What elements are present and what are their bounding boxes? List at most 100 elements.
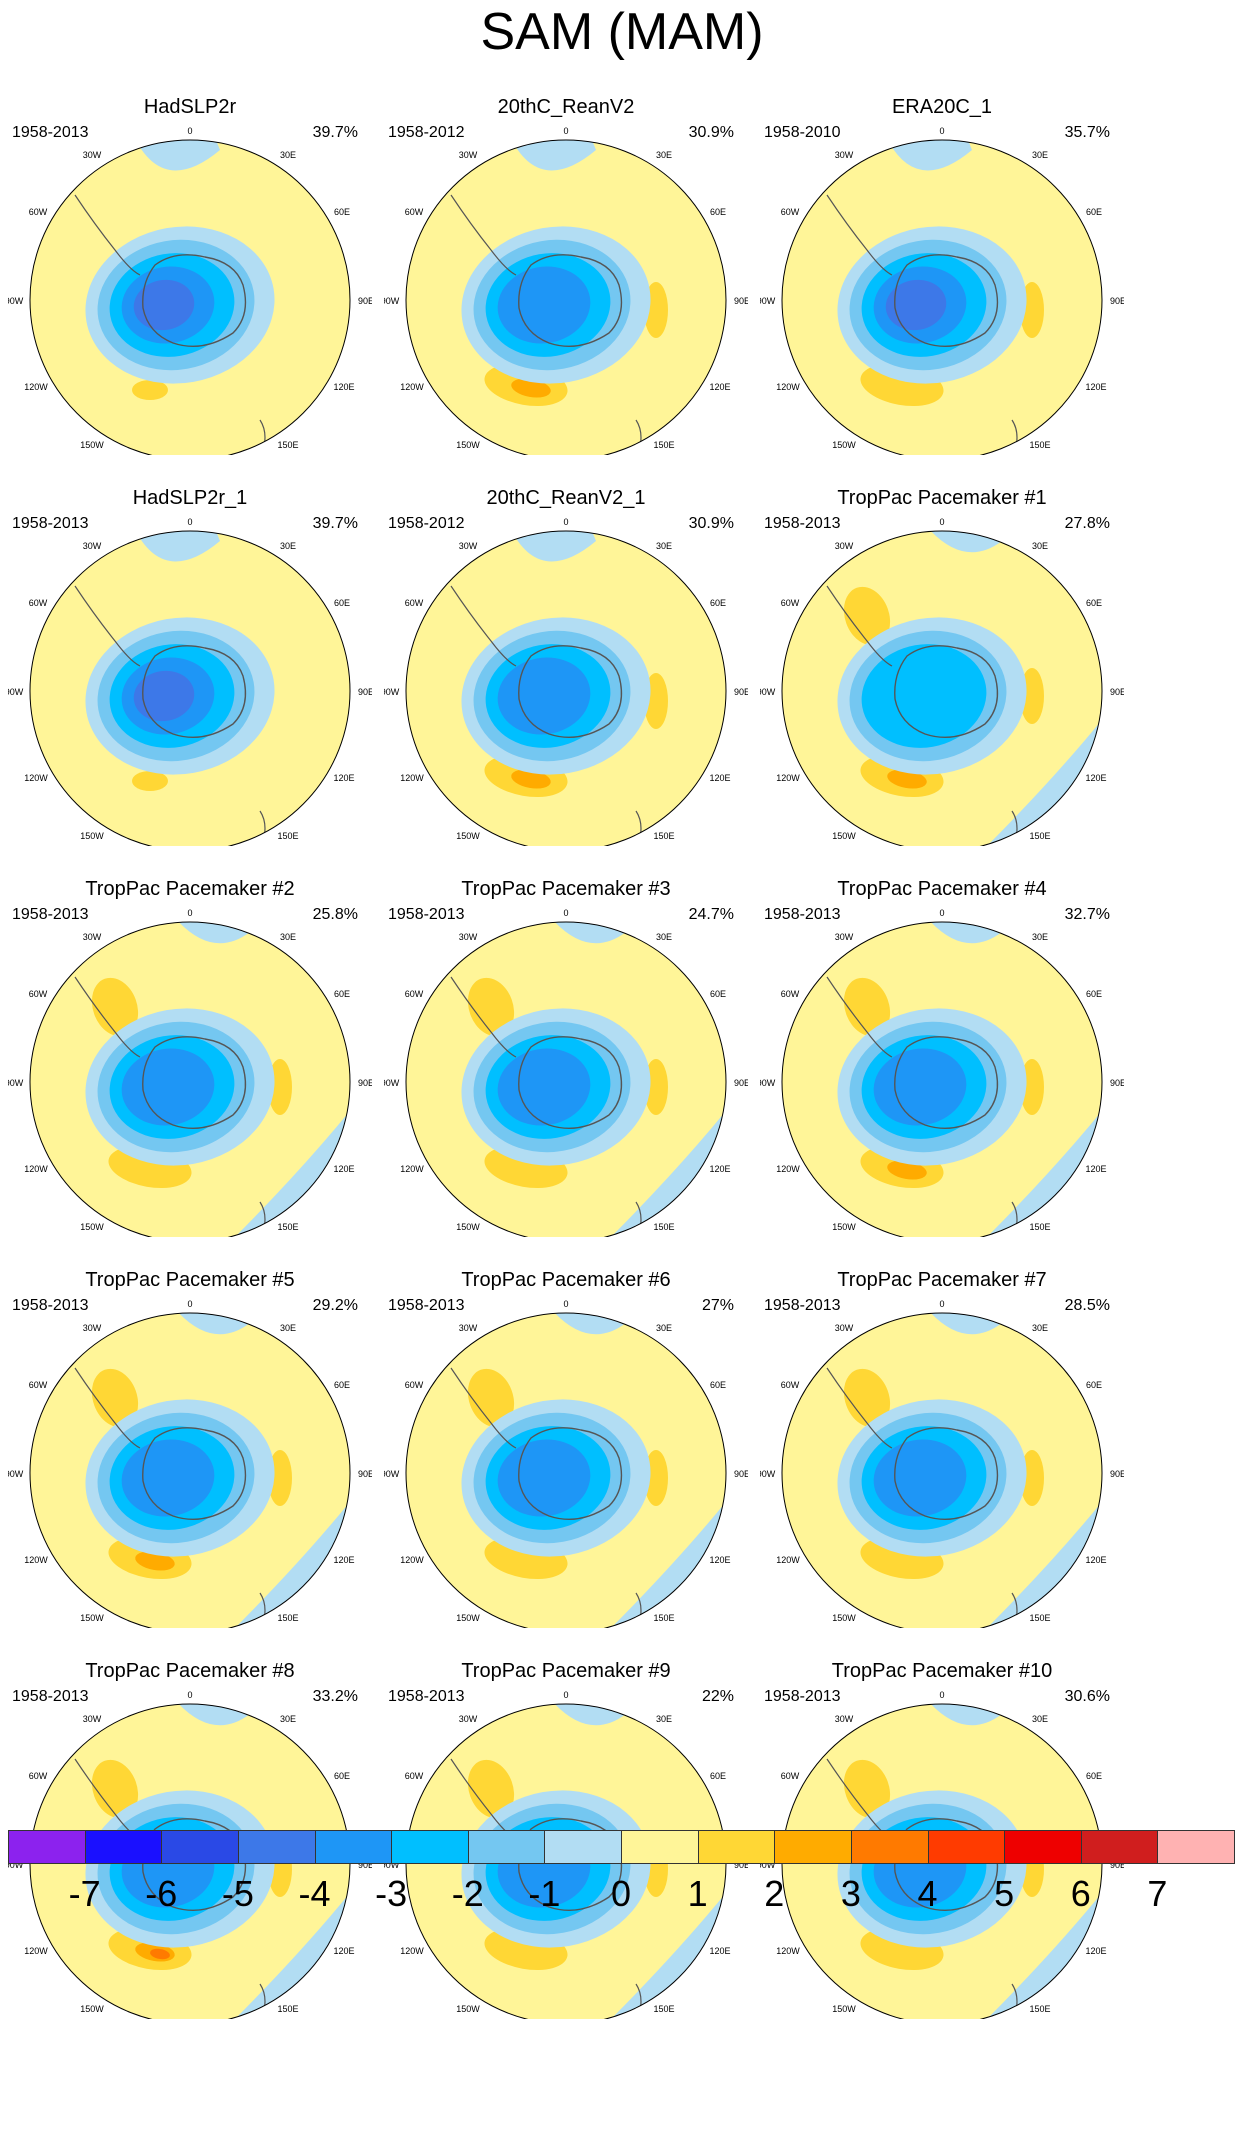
longitude-label: 30E: [656, 1714, 672, 1724]
light-blue-band: [882, 140, 972, 171]
panel-period: 1958-2013: [764, 1297, 841, 1314]
colorbar-cell: [1157, 1830, 1235, 1864]
antarctica-coastline: [894, 1818, 999, 1912]
colorbar-tick-label: -4: [298, 1873, 331, 1914]
longitude-label: 90E: [358, 687, 372, 697]
new-zealand-coastline: [1011, 1592, 1018, 1628]
positive-anomaly: [132, 771, 168, 791]
longitude-label: 150E: [277, 1222, 298, 1232]
colorbar-cell: [8, 1830, 86, 1864]
longitude-label: 90E: [1110, 1860, 1124, 1870]
longitude-label: 120E: [333, 773, 354, 783]
colorbar-cell: [850, 1830, 929, 1864]
longitude-label: 0: [563, 908, 568, 918]
longitude-label: 150W: [456, 1613, 480, 1623]
longitude-label: 150W: [456, 2004, 480, 2014]
map-border: [405, 1312, 727, 1628]
colorbar-cell: [467, 1830, 546, 1864]
longitude-label: 120E: [1085, 382, 1106, 392]
polar-map: 030W30E60W60E90W90E120W120E150W150E180: [760, 517, 1124, 846]
longitude-label: 120W: [400, 1164, 424, 1174]
positive-anomaly: [1020, 668, 1044, 724]
panel-variance: 39.7%: [312, 515, 358, 532]
positive-anomaly: [91, 977, 139, 1037]
longitude-label: 120W: [24, 773, 48, 783]
longitude-label: 90W: [8, 296, 24, 306]
map-border: [29, 530, 351, 846]
longitude-label: 90E: [358, 296, 372, 306]
longitude-label: 120W: [776, 382, 800, 392]
polar-map: 030W30E60W60E90W90E120W120E150W150E180: [8, 1299, 372, 1628]
map-border: [781, 1703, 1103, 2019]
longitude-label: 60E: [710, 989, 726, 999]
map-panel: TropPac Pacemaker #3 1958-2013 24.7% 0 30W 30…: [384, 877, 748, 1237]
positive-anomaly-core: [511, 769, 551, 789]
longitude-label: 90W: [384, 1469, 400, 1479]
new-zealand-coastline: [1011, 419, 1018, 455]
panel-variance: 30.9%: [688, 515, 734, 532]
map-panel: TropPac Pacemaker #2 1958-2013 25.8% 0 30W 30…: [8, 877, 372, 1237]
longitude-label: 30E: [656, 932, 672, 942]
new-zealand-coastline: [259, 419, 266, 455]
colorbar-cell: [927, 1830, 1006, 1864]
longitude-label: 150W: [456, 440, 480, 450]
longitude-label: 90E: [734, 687, 748, 697]
positive-anomaly: [843, 586, 891, 646]
longitude-label: 60W: [781, 1380, 800, 1390]
panel-period: 1958-2013: [764, 1688, 841, 1705]
longitude-label: 0: [939, 1690, 944, 1700]
new-zealand-coastline: [1011, 1201, 1018, 1237]
figure-title: SAM (MAM): [480, 3, 764, 61]
longitude-label: 30W: [459, 541, 478, 551]
longitude-label: 120W: [776, 773, 800, 783]
longitude-label: 60E: [1086, 598, 1102, 608]
panel-period: 1958-2013: [764, 515, 841, 532]
new-zealand-coastline: [635, 1201, 642, 1237]
panel-title: TropPac Pacemaker #7: [837, 1269, 1047, 1291]
south-america-coastline: [826, 1367, 893, 1449]
longitude-label: 120E: [709, 1946, 730, 1956]
longitude-label: 90E: [358, 1860, 372, 1870]
map-border: [405, 530, 727, 846]
map-border: [781, 530, 1103, 846]
colorbar-tick-label: 7: [1147, 1873, 1168, 1914]
longitude-label: 150E: [1029, 2004, 1050, 2014]
longitude-label: 90W: [760, 687, 776, 697]
colorbar-tick-label: -1: [528, 1873, 561, 1914]
map-border: [405, 1703, 727, 2019]
map-panel: ERA20C_1 1958-2010 35.7% 0 30W 30E 60W 60E 90W 90…: [760, 95, 1124, 455]
longitude-label: 90W: [8, 1469, 24, 1479]
panel-variance: 32.7%: [1064, 906, 1110, 923]
longitude-label: 30E: [1032, 1323, 1048, 1333]
longitude-label: 150W: [80, 2004, 104, 2014]
new-zealand-coastline: [635, 1592, 642, 1628]
positive-anomaly: [268, 1450, 292, 1506]
longitude-label: 60E: [334, 1380, 350, 1390]
longitude-label: 90W: [384, 1078, 400, 1088]
antarctica-coastline: [894, 1036, 999, 1130]
longitude-label: 60E: [710, 598, 726, 608]
longitude-label: 0: [939, 908, 944, 918]
panel-period: 1958-2013: [12, 1297, 89, 1314]
longitude-label: 30E: [1032, 150, 1048, 160]
positive-anomaly-core: [135, 1551, 175, 1571]
polar-map: 030W30E60W60E90W90E120W120E150W150E180: [384, 126, 748, 455]
longitude-label: 30W: [83, 932, 102, 942]
panel-variance: 35.7%: [1064, 124, 1110, 141]
panel-variance: 27.8%: [1064, 515, 1110, 532]
new-zealand-coastline: [1011, 1983, 1018, 2019]
longitude-label: 30W: [83, 541, 102, 551]
longitude-label: 60E: [710, 207, 726, 217]
map-border: [781, 1312, 1103, 1628]
longitude-label: 150W: [80, 440, 104, 450]
colorbar-labels: -7 -6 -5 -4 -3 -2 -1 0 1 2 3 4 5 6 7: [0, 1872, 1244, 1922]
colorbar-tick-label: 6: [1070, 1873, 1091, 1914]
light-blue-band: [170, 1704, 250, 1726]
light-blue-band: [130, 140, 220, 171]
antarctica-coastline: [142, 645, 247, 739]
colorbar-tick-label: -2: [451, 1873, 484, 1914]
new-zealand-coastline: [259, 1592, 266, 1628]
longitude-label: 90W: [384, 1860, 400, 1870]
longitude-label: 60W: [405, 207, 424, 217]
